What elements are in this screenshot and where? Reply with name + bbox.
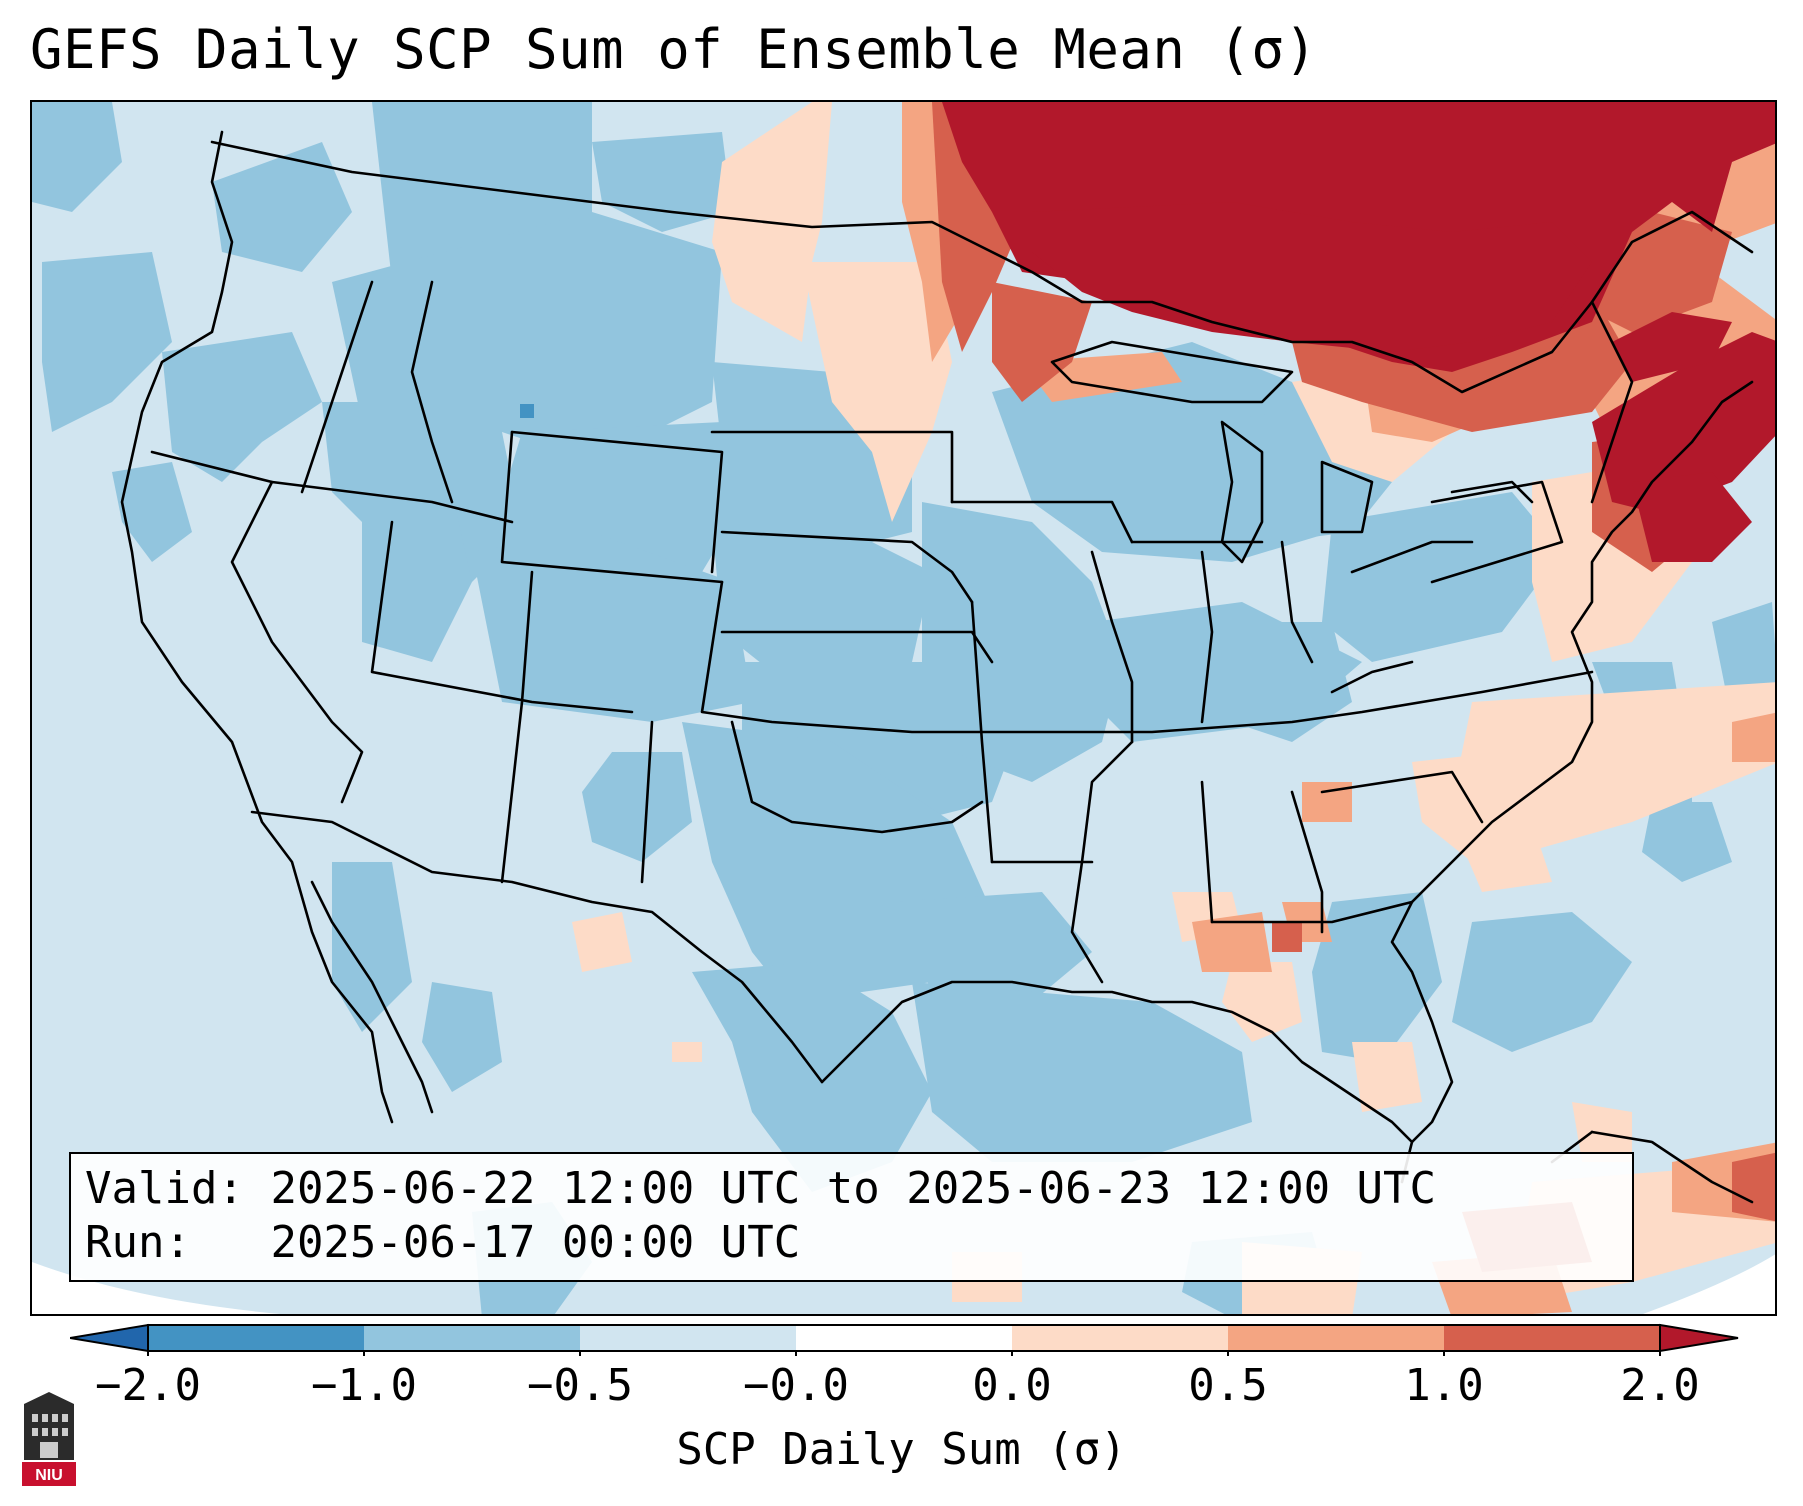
colorbar-segment (1444, 1325, 1660, 1351)
colorbar-extend-min (70, 1323, 149, 1353)
colorbar-tick: 2.0 (1620, 1360, 1700, 1411)
scp-map (32, 102, 1775, 1314)
logo-text: NIU (35, 1467, 63, 1484)
run-value: 2025-06-17 00:00 UTC (270, 1217, 801, 1268)
colorbar-label: SCP Daily Sum (σ) (676, 1424, 1127, 1475)
valid-value: 2025-06-22 12:00 UTC to 2025-06-23 12:00… (270, 1163, 1437, 1214)
map-panel: Valid: 2025-06-22 12:00 UTC to 2025-06-2… (30, 100, 1777, 1316)
niu-logo-icon: NIU (22, 1392, 76, 1486)
run-label: Run: (85, 1217, 191, 1268)
colorbar-tick: −0.0 (743, 1360, 849, 1411)
colorbar-tick: −0.5 (527, 1360, 633, 1411)
valid-label: Valid: (85, 1163, 244, 1214)
colorbar-segment (1012, 1325, 1228, 1351)
colorbar (70, 1323, 1739, 1356)
map-title: GEFS Daily SCP Sum of Ensemble Mean (σ) (30, 18, 1318, 81)
valid-run-box: Valid: 2025-06-22 12:00 UTC to 2025-06-2… (69, 1152, 1634, 1282)
colorbar-segment (796, 1325, 1012, 1351)
colorbar-segment (580, 1325, 796, 1351)
colorbar-segment (1228, 1325, 1444, 1351)
colorbar-segment (148, 1325, 364, 1351)
colorbar-tick: 1.0 (1404, 1360, 1484, 1411)
colorbar-tick: −2.0 (95, 1360, 201, 1411)
colorbar-tick: 0.5 (1188, 1360, 1268, 1411)
colorbar-extend-max (1659, 1323, 1739, 1353)
colorbar-tick: −1.0 (311, 1360, 417, 1411)
colorbar-segment (364, 1325, 580, 1351)
colorbar-tick: 0.0 (972, 1360, 1052, 1411)
